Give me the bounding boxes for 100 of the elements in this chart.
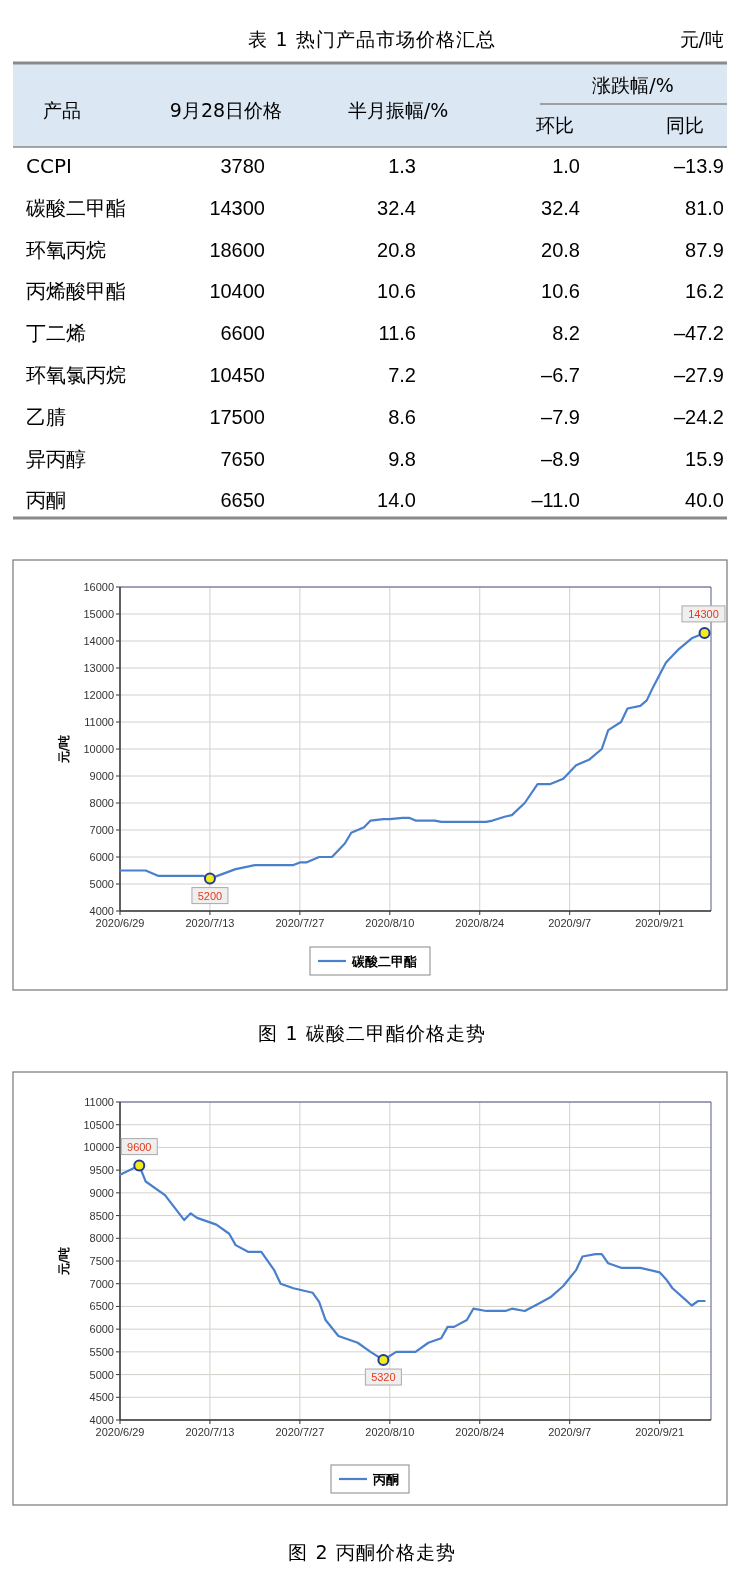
y-tick-label: 10000: [83, 1141, 114, 1154]
data-label: –24.2: [673, 405, 724, 428]
y-tick-label: 6500: [89, 1300, 114, 1313]
y-tick-label: 9500: [89, 1164, 114, 1177]
x-tick-label: 2020/9/21: [635, 1426, 685, 1438]
y-tick-label: 7000: [89, 1277, 114, 1290]
data-label: 81.0: [685, 196, 724, 219]
data-label: 32.4: [541, 196, 580, 219]
data-label: 17500: [209, 405, 265, 428]
annotation: 5200: [197, 889, 223, 902]
annotation: 5320: [371, 1371, 396, 1384]
y-tick-label: 7500: [89, 1255, 114, 1267]
x-tick-label: 2020/8/24: [455, 1426, 505, 1438]
y-axis-title: 元/吨: [57, 1246, 71, 1277]
data-label: 10450: [209, 364, 265, 386]
data-label: 14300: [209, 196, 265, 219]
data-label: 7.2: [388, 364, 416, 386]
legend-label: 丙酮: [372, 1472, 399, 1487]
y-tick-label: 环氧氯丙烷: [26, 363, 126, 387]
data-label: 11.6: [378, 322, 416, 345]
data-label: 3780: [220, 155, 265, 177]
y-tick-label: 4000: [89, 905, 114, 917]
text: 图 1 碳酸二甲酯价格走势: [258, 1022, 486, 1044]
text: 产品: [43, 99, 81, 121]
y-tick-label: 异丙醇: [26, 446, 86, 471]
y-tick-label: 11000: [84, 716, 114, 728]
x-tick-label: 半月振幅/%: [347, 99, 449, 121]
y-tick-label: 丙酮: [26, 488, 66, 513]
data-label: –8.9: [541, 447, 580, 470]
text: 图 2 丙酮价格走势: [288, 1541, 456, 1563]
y-tick-label: 8000: [89, 797, 114, 809]
data-label: –7.9: [541, 405, 580, 428]
data-label: 9.8: [388, 447, 416, 470]
y-tick-label: 8000: [89, 1232, 114, 1245]
y-tick-label: 4000: [89, 1414, 114, 1426]
y-tick-label: 4500: [89, 1391, 114, 1404]
y-axis-title: 元/吨: [57, 734, 71, 765]
annotation: 9600: [127, 1140, 152, 1153]
y-tick-label: 10000: [83, 743, 114, 755]
y-tick-label: 16000: [83, 581, 114, 593]
x-tick-label: 2020/8/10: [365, 917, 415, 929]
data-label: 6650: [220, 489, 265, 512]
y-tick-label: 丁二烯: [26, 321, 86, 346]
x-tick-label: 同比: [666, 114, 704, 136]
x-tick-label: 2020/6/29: [95, 1426, 145, 1438]
data-label: 40.0: [685, 489, 724, 512]
y-tick-label: 7000: [89, 824, 114, 836]
y-tick-label: 12000: [83, 689, 114, 701]
data-label: 20.8: [377, 238, 416, 261]
x-tick-label: 2020/9/7: [548, 917, 592, 929]
y-tick-label: 15000: [83, 608, 114, 620]
y-tick-label: 14000: [83, 635, 114, 647]
data-label: 8.6: [388, 405, 416, 428]
data-label: 10.6: [377, 280, 416, 303]
y-tick-label: 丙烯酸甲酯: [26, 279, 126, 304]
data-label: –11.0: [531, 489, 580, 512]
data-label: –27.9: [673, 364, 724, 386]
data-label: 8.2: [552, 322, 580, 345]
x-tick-label: 2020/6/29: [95, 917, 145, 929]
x-tick-label: 9月28日价格: [169, 99, 283, 121]
data-label: –47.2: [673, 322, 724, 345]
x-tick-label: 2020/7/13: [185, 917, 235, 929]
data-label: 16.2: [685, 280, 724, 303]
y-tick-label: 10500: [83, 1118, 114, 1131]
chart-title: 表 1 热门产品市场价格汇总: [248, 28, 496, 50]
y-tick-label: 5000: [89, 1368, 114, 1381]
data-label: 15.9: [685, 447, 724, 470]
text: 涨跌幅/%: [592, 74, 674, 96]
y-tick-label: 乙腈: [26, 404, 66, 429]
data-label: 1.3: [388, 155, 416, 177]
data-label: 32.4: [377, 196, 416, 219]
x-tick-label: 2020/8/10: [365, 1426, 415, 1438]
data-label: 20.8: [541, 238, 580, 261]
y-tick-label: CCPI: [26, 154, 72, 178]
y-tick-label: 5500: [89, 1345, 114, 1358]
x-tick-label: 2020/7/27: [275, 1426, 325, 1438]
y-tick-label: 6000: [89, 851, 114, 863]
data-label: 6600: [220, 322, 265, 345]
data-label: 1.0: [552, 155, 580, 177]
text: 元/吨: [679, 28, 724, 50]
y-tick-label: 碳酸二甲酯: [25, 195, 126, 220]
data-label: 14.0: [377, 489, 416, 512]
x-tick-label: 2020/7/27: [275, 917, 325, 929]
data-label: 87.9: [685, 238, 724, 261]
data-label: –13.9: [673, 155, 724, 177]
y-tick-label: 11000: [84, 1096, 114, 1108]
x-tick-label: 环比: [536, 114, 574, 136]
y-tick-label: 环氧丙烷: [26, 237, 106, 262]
data-label: 7650: [220, 447, 265, 470]
x-tick-label: 2020/9/7: [548, 1426, 592, 1438]
legend-label: 碳酸二甲酯: [351, 954, 417, 969]
y-tick-label: 9000: [89, 1186, 114, 1199]
y-tick-label: 5000: [89, 878, 114, 890]
data-label: 18600: [209, 238, 265, 261]
y-tick-label: 6000: [89, 1323, 114, 1336]
x-tick-label: 2020/8/24: [455, 917, 505, 929]
y-tick-label: 9000: [89, 770, 114, 782]
data-label: 10.6: [541, 280, 580, 303]
data-label: 10400: [209, 280, 265, 303]
y-tick-label: 13000: [83, 662, 114, 674]
